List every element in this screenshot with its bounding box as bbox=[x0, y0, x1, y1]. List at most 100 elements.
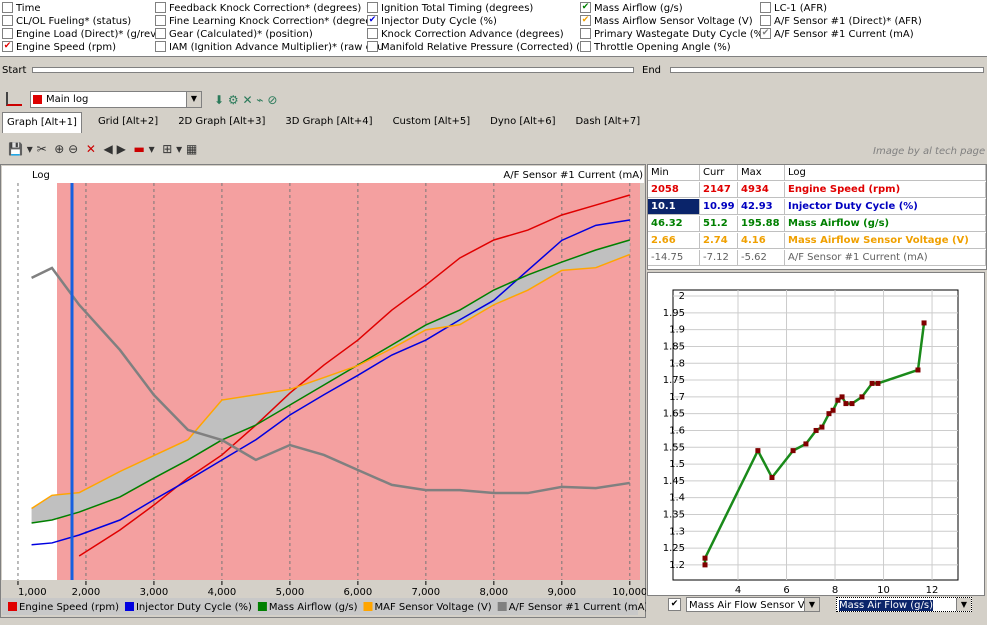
x-axis-selection: Mass Air Flow Sensor V bbox=[689, 600, 805, 611]
y-axis-dropdown[interactable]: Mass Air Flow (g/s) ▼ bbox=[836, 597, 972, 612]
tab[interactable]: Grid [Alt+2] bbox=[97, 116, 159, 127]
scatter-point bbox=[830, 407, 836, 413]
scatter-point bbox=[755, 448, 761, 454]
fill-band bbox=[31, 240, 630, 523]
channel-item[interactable]: Primary Wastegate Duty Cycle (%) bbox=[580, 27, 767, 41]
tab[interactable]: 3D Graph [Alt+4] bbox=[285, 116, 373, 127]
y-tick-label: 1.85 bbox=[663, 341, 685, 352]
table-cell: 10.1 bbox=[648, 199, 700, 215]
tab-strip: Graph [Alt+1] Grid [Alt+2] 2D Graph [Alt+3… bbox=[0, 112, 987, 134]
start-slider[interactable] bbox=[32, 67, 634, 73]
tab[interactable]: 2D Graph [Alt+3] bbox=[178, 116, 266, 127]
y-tick-label: 1.65 bbox=[663, 409, 685, 420]
table-cell: Mass Airflow Sensor Voltage (V) bbox=[785, 233, 986, 249]
x-tick-label: 8,000 bbox=[480, 587, 509, 598]
tab[interactable]: Graph [Alt+1] bbox=[2, 112, 82, 133]
scatter-point bbox=[921, 320, 927, 326]
series-line bbox=[31, 266, 630, 495]
table-cell: 46.32 bbox=[648, 216, 700, 232]
end-label: End bbox=[642, 65, 662, 76]
channel-item[interactable]: Throttle Opening Angle (%) bbox=[580, 40, 731, 54]
checkbox bbox=[2, 1, 13, 13]
channel-item[interactable]: ✔ Mass Airflow Sensor Voltage (V) bbox=[580, 14, 753, 28]
legend-swatch bbox=[257, 602, 267, 611]
toolbar-icons[interactable]: ⬇ ⚙ ✕ ⌁ ⊘ bbox=[214, 93, 278, 107]
channel-item[interactable]: Manifold Relative Pressure (Corrected) (… bbox=[367, 40, 592, 54]
scatter-point bbox=[835, 397, 841, 403]
scatter-point bbox=[875, 380, 881, 386]
channel-label: Mass Airflow Sensor Voltage (V) bbox=[594, 16, 753, 27]
table-header: Min bbox=[648, 165, 700, 181]
table-cell: Mass Airflow (g/s) bbox=[785, 216, 986, 232]
y-tick-label: 1.75 bbox=[663, 375, 685, 386]
channel-item[interactable]: A/F Sensor #1 (Direct)* (AFR) bbox=[760, 14, 922, 28]
checkbox bbox=[760, 14, 771, 26]
main-graph: Log A/F Sensor #1 Current (mA) 1,000 2,000 3… bbox=[0, 164, 646, 618]
channel-label: Gear (Calculated)* (position) bbox=[169, 29, 313, 40]
channel-item[interactable]: ✔ A/F Sensor #1 Current (mA) bbox=[760, 27, 914, 41]
channel-item[interactable]: Feedback Knock Correction* (degrees) bbox=[155, 1, 361, 15]
channel-item[interactable]: Engine Load (Direct)* (g/rev) bbox=[2, 27, 161, 41]
channel-label: Manifold Relative Pressure (Corrected) (… bbox=[381, 42, 592, 53]
channel-label: Engine Speed (rpm) bbox=[16, 42, 116, 53]
table-cell: A/F Sensor #1 Current (mA) bbox=[785, 250, 986, 266]
channel-label: Engine Load (Direct)* (g/rev) bbox=[16, 29, 161, 40]
table-cell: 4934 bbox=[738, 182, 785, 198]
checkbox bbox=[2, 27, 13, 39]
table-cell: Engine Speed (rpm) bbox=[785, 182, 986, 198]
channel-item[interactable]: IAM (Ignition Advance Multiplier)* (raw … bbox=[155, 40, 384, 54]
channel-item[interactable]: ✔ Engine Speed (rpm) bbox=[2, 40, 116, 54]
checkbox bbox=[155, 1, 166, 13]
x-tick-label: 2,000 bbox=[72, 587, 101, 598]
checkbox: ✔ bbox=[580, 1, 591, 13]
x-tick-label: 8 bbox=[832, 585, 838, 596]
table-header: Log bbox=[785, 165, 986, 181]
y-tick-label: 1.9 bbox=[669, 325, 685, 336]
x-tick-label: 9,000 bbox=[548, 587, 577, 598]
log-icon[interactable] bbox=[6, 92, 22, 106]
channel-label: Throttle Opening Angle (%) bbox=[594, 42, 731, 53]
legend-swatch bbox=[124, 602, 134, 611]
scatter-point bbox=[826, 411, 832, 417]
channel-item[interactable]: Knock Correction Advance (degrees) bbox=[367, 27, 564, 41]
series-line bbox=[31, 239, 631, 524]
channel-label: Knock Correction Advance (degrees) bbox=[381, 29, 564, 40]
channel-item[interactable]: CL/OL Fueling* (status) bbox=[2, 14, 132, 28]
channel-item[interactable]: ✔ Injector Duty Cycle (%) bbox=[367, 14, 497, 28]
legend-label: Engine Speed (rpm) bbox=[19, 602, 119, 613]
tab[interactable]: Dyno [Alt+6] bbox=[490, 116, 556, 127]
table-cell: 4.16 bbox=[738, 233, 785, 249]
legend-label: MAF Sensor Voltage (V) bbox=[375, 602, 492, 613]
log-dropdown[interactable]: Main log ▼ bbox=[30, 91, 202, 108]
channel-item[interactable]: Ignition Total Timing (degrees) bbox=[367, 1, 533, 15]
channel-item[interactable]: Gear (Calculated)* (position) bbox=[155, 27, 313, 41]
series-line bbox=[31, 253, 631, 510]
table-cell: -14.75 bbox=[648, 250, 700, 266]
x-tick-label: 6,000 bbox=[344, 587, 373, 598]
end-slider[interactable] bbox=[670, 67, 984, 73]
channel-label: Mass Airflow (g/s) bbox=[594, 3, 683, 14]
channel-item[interactable]: LC-1 (AFR) bbox=[760, 1, 828, 15]
scatter-point bbox=[839, 394, 845, 400]
channel-item[interactable]: Time bbox=[2, 1, 40, 15]
graph-title: A/F Sensor #1 Current (mA) bbox=[503, 170, 643, 181]
x-tick-label: 10,000 bbox=[612, 587, 646, 598]
channel-label: A/F Sensor #1 (Direct)* (AFR) bbox=[774, 16, 922, 27]
scatter-point bbox=[859, 394, 865, 400]
tab[interactable]: Custom [Alt+5] bbox=[392, 116, 471, 127]
graph-toolbar[interactable]: 💾 ▾ ✂ ⊕ ⊖ ✕ ◀ ▶ ▬ ▾ ⊞ ▾ ▦ bbox=[8, 142, 198, 156]
graph-header bbox=[2, 166, 644, 183]
y-tick-label: 1.25 bbox=[663, 543, 685, 554]
channel-item[interactable]: ✔ Mass Airflow (g/s) bbox=[580, 1, 683, 15]
y-tick-label: 1.45 bbox=[663, 476, 685, 487]
channel-label: A/F Sensor #1 Current (mA) bbox=[774, 29, 914, 40]
x-tick-label: 5,000 bbox=[276, 587, 305, 598]
y-tick-label: 1.7 bbox=[669, 392, 685, 403]
legend-bar bbox=[2, 598, 638, 615]
scatter-checkbox[interactable]: ✔ bbox=[668, 598, 681, 611]
channel-label: LC-1 (AFR) bbox=[774, 3, 828, 14]
channel-label: CL/OL Fueling* (status) bbox=[16, 16, 132, 27]
tab[interactable]: Dash [Alt+7] bbox=[575, 116, 641, 127]
x-axis-dropdown[interactable]: Mass Air Flow Sensor V ▼ bbox=[686, 597, 820, 612]
channel-item[interactable]: Fine Learning Knock Correction* (degrees bbox=[155, 14, 377, 28]
